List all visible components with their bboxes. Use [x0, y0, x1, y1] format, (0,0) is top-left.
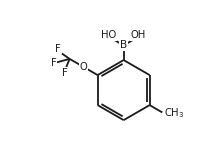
- Text: OH: OH: [131, 30, 146, 40]
- Text: B: B: [120, 41, 127, 50]
- Text: F: F: [51, 58, 57, 68]
- Text: F: F: [55, 44, 61, 54]
- Text: F: F: [62, 68, 68, 78]
- Text: CH$_3$: CH$_3$: [164, 106, 185, 120]
- Text: O: O: [80, 62, 87, 72]
- Text: HO: HO: [101, 30, 116, 40]
